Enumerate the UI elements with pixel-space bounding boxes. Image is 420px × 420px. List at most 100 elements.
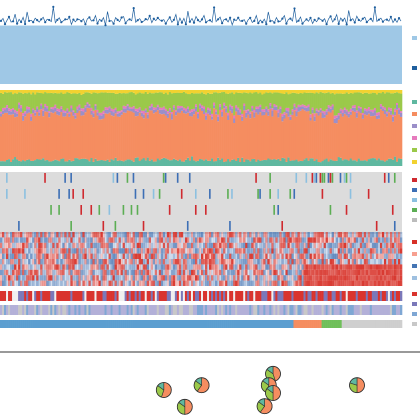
annotation-cell [184,291,188,301]
annotation-cell [50,291,53,301]
heatmap-cell [305,237,308,243]
heatmap-cell [196,264,200,270]
heatmap-cell [60,248,63,254]
composition-bar-segment [118,111,121,113]
mutation-cell [70,173,72,183]
composition-bar-segment [34,112,37,116]
annotation-cell [329,320,332,328]
composition-bar-segment [156,90,160,93]
heatmap-cell [251,253,254,259]
composition-bar-segment [243,105,246,111]
annotation-cell [349,320,353,328]
heatmap-cell [26,242,29,249]
heatmap-cell [289,269,292,276]
annotation-cell [106,320,109,328]
heatmap-cell [120,242,123,249]
heatmap-cell [243,259,246,265]
annotation-cell [259,320,262,328]
heatmap-cell [333,269,336,276]
heatmap-cell [237,269,240,276]
annotation-cell [162,320,166,328]
annotation-cell [36,305,39,315]
heatmap-cell [271,280,274,286]
heatmap-cell [339,232,342,238]
heatmap-cell [371,253,375,259]
annotation-cell [48,320,51,328]
heatmap-cell [92,259,95,265]
composition-bar-segment [297,104,300,108]
composition-bar-segment [102,90,105,93]
composition-bar-segment [395,92,399,103]
heatmap-cell [52,242,55,249]
heatmap-cell [40,253,43,259]
composition-bar-segment [327,105,330,108]
heatmap-cell [38,253,41,259]
heatmap-cell [257,232,260,238]
annotation-cell [333,305,336,315]
annotation-cell [241,291,244,301]
composition-bar-segment [192,110,196,115]
composition-bar-segment [301,161,304,166]
heatmap-cell [383,280,387,286]
composition-bar-segment [241,90,244,94]
annotation-cell [78,320,81,328]
heatmap-cell [128,242,131,249]
heatmap-cell [377,253,381,259]
coverage-point [277,20,280,23]
heatmap-cell [357,269,361,276]
heatmap-cell [116,232,119,238]
heatmap-cell [72,259,75,265]
mutation-cell [6,189,8,199]
annotation-cell [241,305,244,315]
composition-bar-segment [263,93,266,110]
annotation-cell [178,305,182,315]
heatmap-cell [255,264,258,270]
heatmap-cell [281,242,284,249]
annotation-cell [72,305,75,315]
heatmap-cell [383,264,387,270]
heatmap-cell [205,237,208,243]
heatmap-cell [329,248,332,254]
heatmap-cell [217,248,220,254]
heatmap-cell [56,264,59,270]
composition-bar-segment [124,93,127,107]
composition-bar-segment [389,158,393,166]
annotation-cell [120,291,123,301]
heatmap-cell [221,269,224,276]
heatmap-cell [201,280,204,286]
composition-bar-segment [90,110,93,115]
composition-bar-segment [52,113,55,161]
composition-bar-segment [176,108,180,113]
coverage-point [281,17,284,20]
heatmap-cell [325,280,328,286]
composition-bar-segment [80,115,83,159]
composition-bar-segment [293,160,296,166]
heatmap-cell [182,248,186,254]
heatmap-cell [217,275,220,281]
composition-bar-segment [381,106,385,109]
mutation-cell [329,173,332,183]
composition-bar-segment [253,109,256,113]
composition-bar-segment [176,92,180,106]
composition-bar-segment [325,158,328,166]
composition-bar-segment [385,113,389,117]
heatmap-cell [68,237,71,243]
composition-bar-segment [20,105,23,109]
composition-bar-segment [291,90,294,93]
heatmap-cell [235,259,238,265]
annotation-cell [255,305,258,315]
composition-bar-segment [146,93,150,113]
heatmap-cell [12,269,15,276]
composition-bar-segment [14,109,17,113]
heatmap-cell [349,248,353,254]
heatmap-cell [46,242,49,249]
composition-bar-segment [279,93,282,107]
heatmap-cell [194,248,198,254]
heatmap-cell [313,232,316,238]
composition-bar-segment [40,159,43,166]
heatmap-cell [50,280,53,286]
heatmap-cell [371,237,375,243]
heatmap-cell [28,232,31,238]
composition-bar-segment [2,110,5,115]
composition-bar-segment [64,110,67,113]
